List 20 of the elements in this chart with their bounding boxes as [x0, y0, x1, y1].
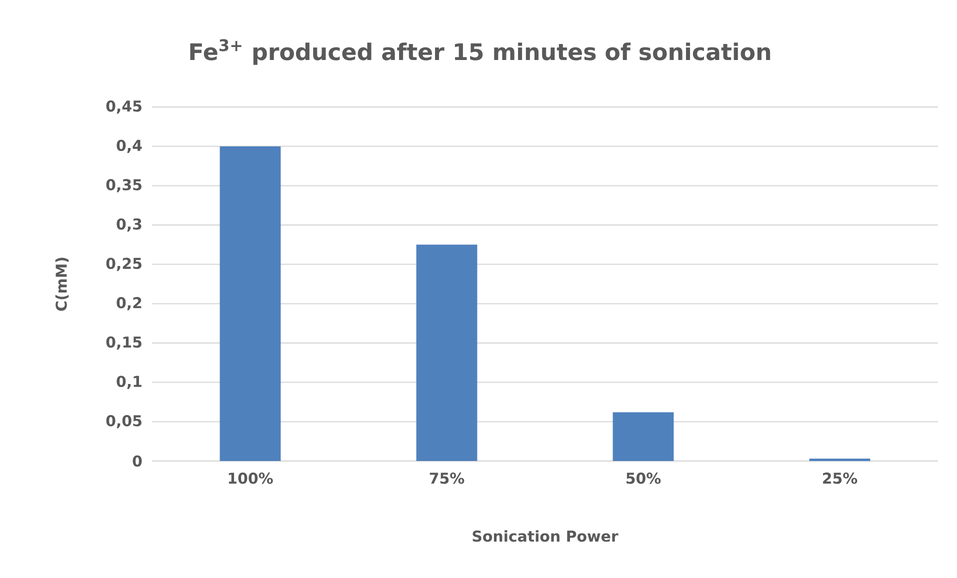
y-tick-label: 0 [132, 455, 142, 467]
y-tick-label: 0,2 [116, 297, 142, 310]
chart-title: Fe$^{3+}$ produced after 15 minutes of sonication [190, 39, 770, 65]
x-tick-label: 50% [626, 472, 661, 484]
y-tick-label: 0,45 [106, 100, 142, 114]
bar [612, 412, 674, 461]
x-tick-label: 75% [430, 472, 464, 484]
x-tick-label: 100% [228, 472, 273, 484]
y-tick-label: 0,1 [116, 376, 142, 389]
y-tick-label: 0,35 [106, 179, 142, 192]
y-tick-label: 0,15 [106, 336, 142, 350]
y-tick-label: 0,25 [106, 258, 142, 271]
y-tick-label: 0,05 [106, 415, 142, 428]
bar [220, 146, 281, 461]
y-tick-label: 0,4 [116, 140, 142, 153]
x-axis-title: Sonication Power [472, 530, 618, 542]
bar [416, 244, 478, 461]
y-tick-label: 0,3 [116, 218, 142, 232]
y-axis-title: C(mM) [55, 258, 69, 311]
x-tick-label: 25% [823, 472, 858, 484]
